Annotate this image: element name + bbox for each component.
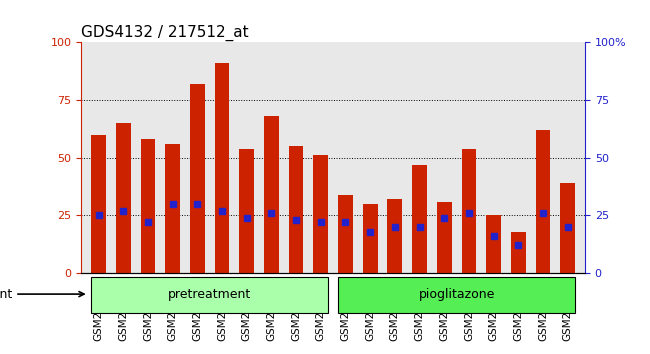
Bar (214, 63, 229, 273)
Bar (536, 130, 551, 273)
Text: pioglitazone: pioglitazone (419, 287, 495, 301)
Bar (363, 204, 378, 273)
Bar (437, 202, 452, 273)
Bar (511, 232, 526, 273)
Bar (165, 144, 180, 273)
Bar (91, 135, 106, 273)
Bar (264, 116, 279, 273)
Bar (387, 199, 402, 273)
Bar (239, 149, 254, 273)
Bar (560, 183, 575, 273)
Text: agent: agent (0, 287, 84, 301)
Bar (289, 146, 304, 273)
Bar (116, 123, 131, 273)
FancyBboxPatch shape (338, 277, 575, 313)
Bar (190, 84, 205, 273)
Text: pretreatment: pretreatment (168, 287, 252, 301)
Bar (140, 139, 155, 273)
Bar (462, 149, 476, 273)
Bar (412, 165, 427, 273)
Text: GDS4132 / 217512_at: GDS4132 / 217512_at (81, 25, 249, 41)
Bar (313, 155, 328, 273)
Bar (338, 195, 353, 273)
FancyBboxPatch shape (91, 277, 328, 313)
Bar (486, 216, 501, 273)
